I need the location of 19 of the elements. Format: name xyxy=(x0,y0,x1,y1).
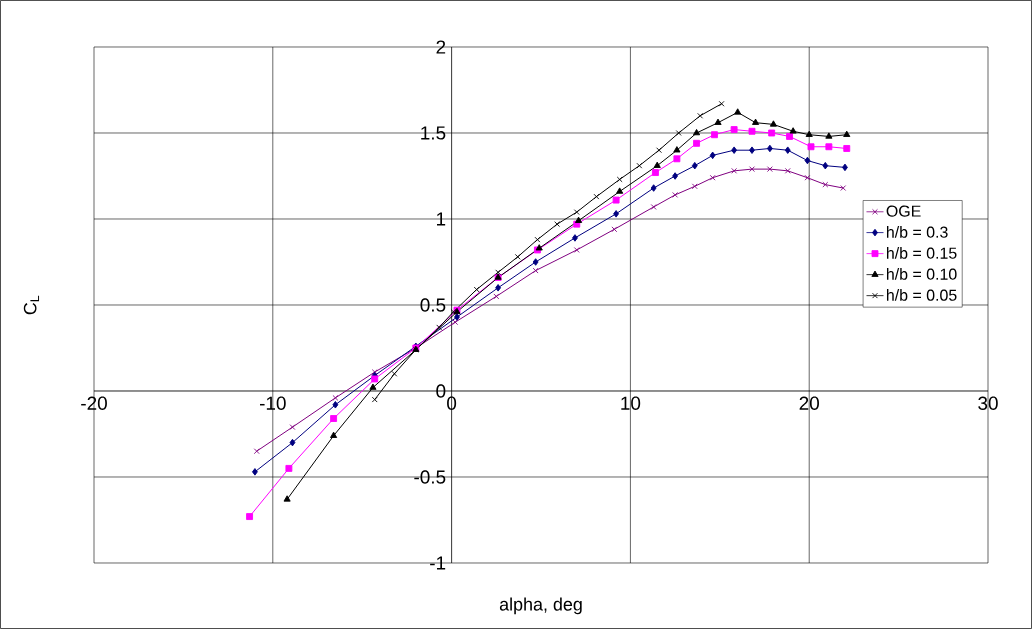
x-tick-label: 10 xyxy=(621,396,641,410)
y-tick-label: 0 xyxy=(436,384,446,398)
legend-label: h/b = 0.05 xyxy=(886,289,957,301)
y-tick-label: 0.5 xyxy=(420,298,446,312)
legend-label: OGE xyxy=(886,205,921,217)
y-tick-label: 1 xyxy=(437,212,446,226)
y-axis-title: C$_{L}$ xyxy=(23,295,40,315)
y-tick-label: -0.5 xyxy=(414,470,446,484)
x-tick-label: -20 xyxy=(81,396,107,410)
x-tick-label: -10 xyxy=(259,396,286,410)
legend-label: h/b = 0.10 xyxy=(886,268,957,280)
legend-label: h/b = 0.3 xyxy=(886,226,948,238)
y-tick-label: 2 xyxy=(436,40,446,54)
y-tick-label: -1 xyxy=(430,556,446,570)
legend-label: h/b = 0.15 xyxy=(886,247,957,259)
x-axis-title: alpha, deg xyxy=(499,597,582,615)
x-tick-label: 30 xyxy=(978,396,998,410)
y-tick-label: 1.5 xyxy=(421,126,446,140)
x-tick-label: 20 xyxy=(799,396,819,410)
